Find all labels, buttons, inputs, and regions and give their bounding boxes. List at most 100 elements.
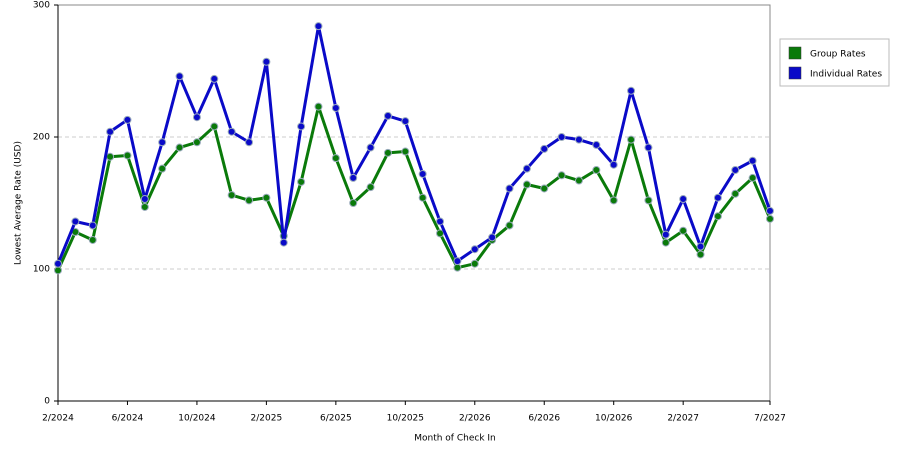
data-point: [158, 138, 167, 147]
legend-label: Individual Rates: [810, 70, 882, 80]
legend-label: Group Rates: [810, 50, 866, 60]
data-point: [748, 156, 757, 165]
data-point: [106, 127, 115, 136]
data-point: [88, 235, 97, 244]
x-tick-label: 6/2025: [320, 414, 352, 424]
data-point: [470, 259, 479, 268]
x-tick-label: 2/2025: [251, 414, 283, 424]
data-point: [349, 173, 358, 182]
y-tick-label: 200: [33, 133, 50, 143]
data-point: [574, 176, 583, 185]
y-axis-label: Lowest Average Rate (USD): [14, 141, 24, 265]
data-point: [175, 143, 184, 152]
data-point: [314, 22, 323, 31]
data-point: [54, 266, 62, 275]
data-point: [436, 229, 445, 238]
data-point: [470, 245, 479, 254]
data-point: [505, 184, 514, 193]
data-point: [661, 230, 670, 239]
data-point: [679, 226, 688, 235]
data-point: [331, 103, 340, 112]
data-point: [192, 113, 201, 122]
x-tick-label: 10/2026: [595, 414, 633, 424]
data-point: [713, 193, 722, 202]
data-point: [227, 191, 236, 200]
y-tick-label: 300: [33, 1, 50, 11]
data-point: [192, 138, 201, 147]
data-point: [436, 217, 445, 226]
x-axis-label: Month of Check In: [414, 434, 496, 444]
data-point: [366, 183, 375, 192]
data-point: [522, 164, 531, 173]
data-point: [696, 250, 705, 259]
data-point: [644, 196, 653, 205]
x-tick-label: 2/2027: [667, 414, 699, 424]
data-point: [540, 184, 549, 193]
data-point: [297, 177, 306, 186]
data-point: [488, 233, 497, 242]
data-point: [766, 214, 774, 223]
series-line: [56, 105, 772, 271]
data-point: [262, 193, 271, 202]
data-point: [366, 143, 375, 152]
y-tick-label: 0: [44, 397, 50, 407]
x-tick-label: 6/2024: [112, 414, 144, 424]
y-tick-label: 100: [33, 265, 50, 275]
data-point: [731, 189, 740, 198]
data-point: [766, 206, 774, 215]
data-point: [418, 193, 427, 202]
data-point: [557, 171, 566, 180]
data-point: [383, 148, 392, 157]
data-point: [592, 140, 601, 149]
data-point: [210, 122, 219, 131]
data-point: [401, 147, 410, 156]
data-point: [592, 166, 601, 174]
data-point: [54, 259, 62, 268]
data-point: [713, 212, 722, 221]
x-tick-label: 2/2026: [459, 414, 491, 424]
data-point: [245, 196, 254, 205]
data-point: [227, 127, 236, 136]
data-point: [331, 154, 340, 163]
data-point: [453, 263, 462, 272]
data-point: [158, 164, 167, 173]
data-point: [696, 242, 705, 251]
data-point: [140, 195, 149, 204]
x-tick-label: 6/2026: [528, 414, 560, 424]
data-point: [88, 221, 97, 230]
data-point: [679, 195, 688, 204]
data-point: [644, 143, 653, 152]
data-point: [262, 57, 271, 66]
data-point: [574, 135, 583, 144]
data-point: [71, 217, 80, 226]
data-point: [123, 115, 132, 124]
data-point: [210, 74, 219, 83]
x-tick-label: 7/2027: [754, 414, 786, 424]
data-point: [106, 152, 115, 161]
data-point: [123, 151, 132, 160]
data-point: [627, 86, 636, 95]
legend-swatch: [788, 66, 802, 80]
x-tick-label: 10/2025: [387, 414, 424, 424]
data-point: [627, 135, 636, 144]
data-point: [245, 138, 254, 147]
x-tick-label: 2/2024: [42, 414, 74, 424]
data-point: [609, 196, 618, 205]
data-point: [540, 144, 549, 153]
data-point: [661, 238, 670, 247]
legend-swatch: [788, 46, 802, 60]
data-point: [418, 169, 427, 178]
data-point: [349, 199, 358, 207]
data-point: [522, 180, 531, 189]
data-point: [314, 102, 323, 111]
x-tick-label: 10/2024: [178, 414, 216, 424]
data-point: [453, 257, 462, 266]
data-point: [401, 117, 410, 126]
data-point: [557, 133, 566, 141]
data-point: [297, 122, 306, 131]
data-point: [383, 111, 392, 120]
data-point: [505, 221, 514, 230]
data-point: [175, 72, 184, 81]
data-point: [609, 160, 618, 169]
